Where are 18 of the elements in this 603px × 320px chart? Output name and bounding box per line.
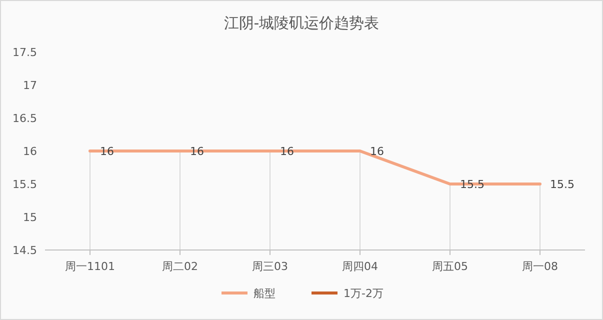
x-tick-label: 周一1101: [65, 260, 115, 273]
legend-label: 船型: [254, 287, 276, 300]
x-tick-label: 周三03: [252, 260, 288, 273]
data-label: 16: [370, 145, 384, 158]
x-tick-label: 周一08: [522, 260, 558, 273]
x-tick-label: 周五05: [432, 260, 468, 273]
data-label: 15.5: [550, 178, 574, 191]
y-tick-label: 15.5: [12, 178, 37, 191]
y-tick-label: 16.5: [12, 112, 37, 125]
y-tick-label: 17.5: [12, 46, 37, 59]
legend-label: 1万-2万: [344, 287, 384, 300]
x-tick-label: 周四04: [342, 260, 378, 273]
y-tick-label: 16: [23, 145, 37, 158]
y-tick-label: 17: [23, 79, 37, 92]
y-tick-label: 14.5: [12, 244, 37, 257]
y-tick-label: 15: [23, 211, 37, 224]
x-tick-label: 周二02: [162, 260, 198, 273]
chart-title: 江阴-城陵矶运价趋势表: [224, 14, 380, 32]
